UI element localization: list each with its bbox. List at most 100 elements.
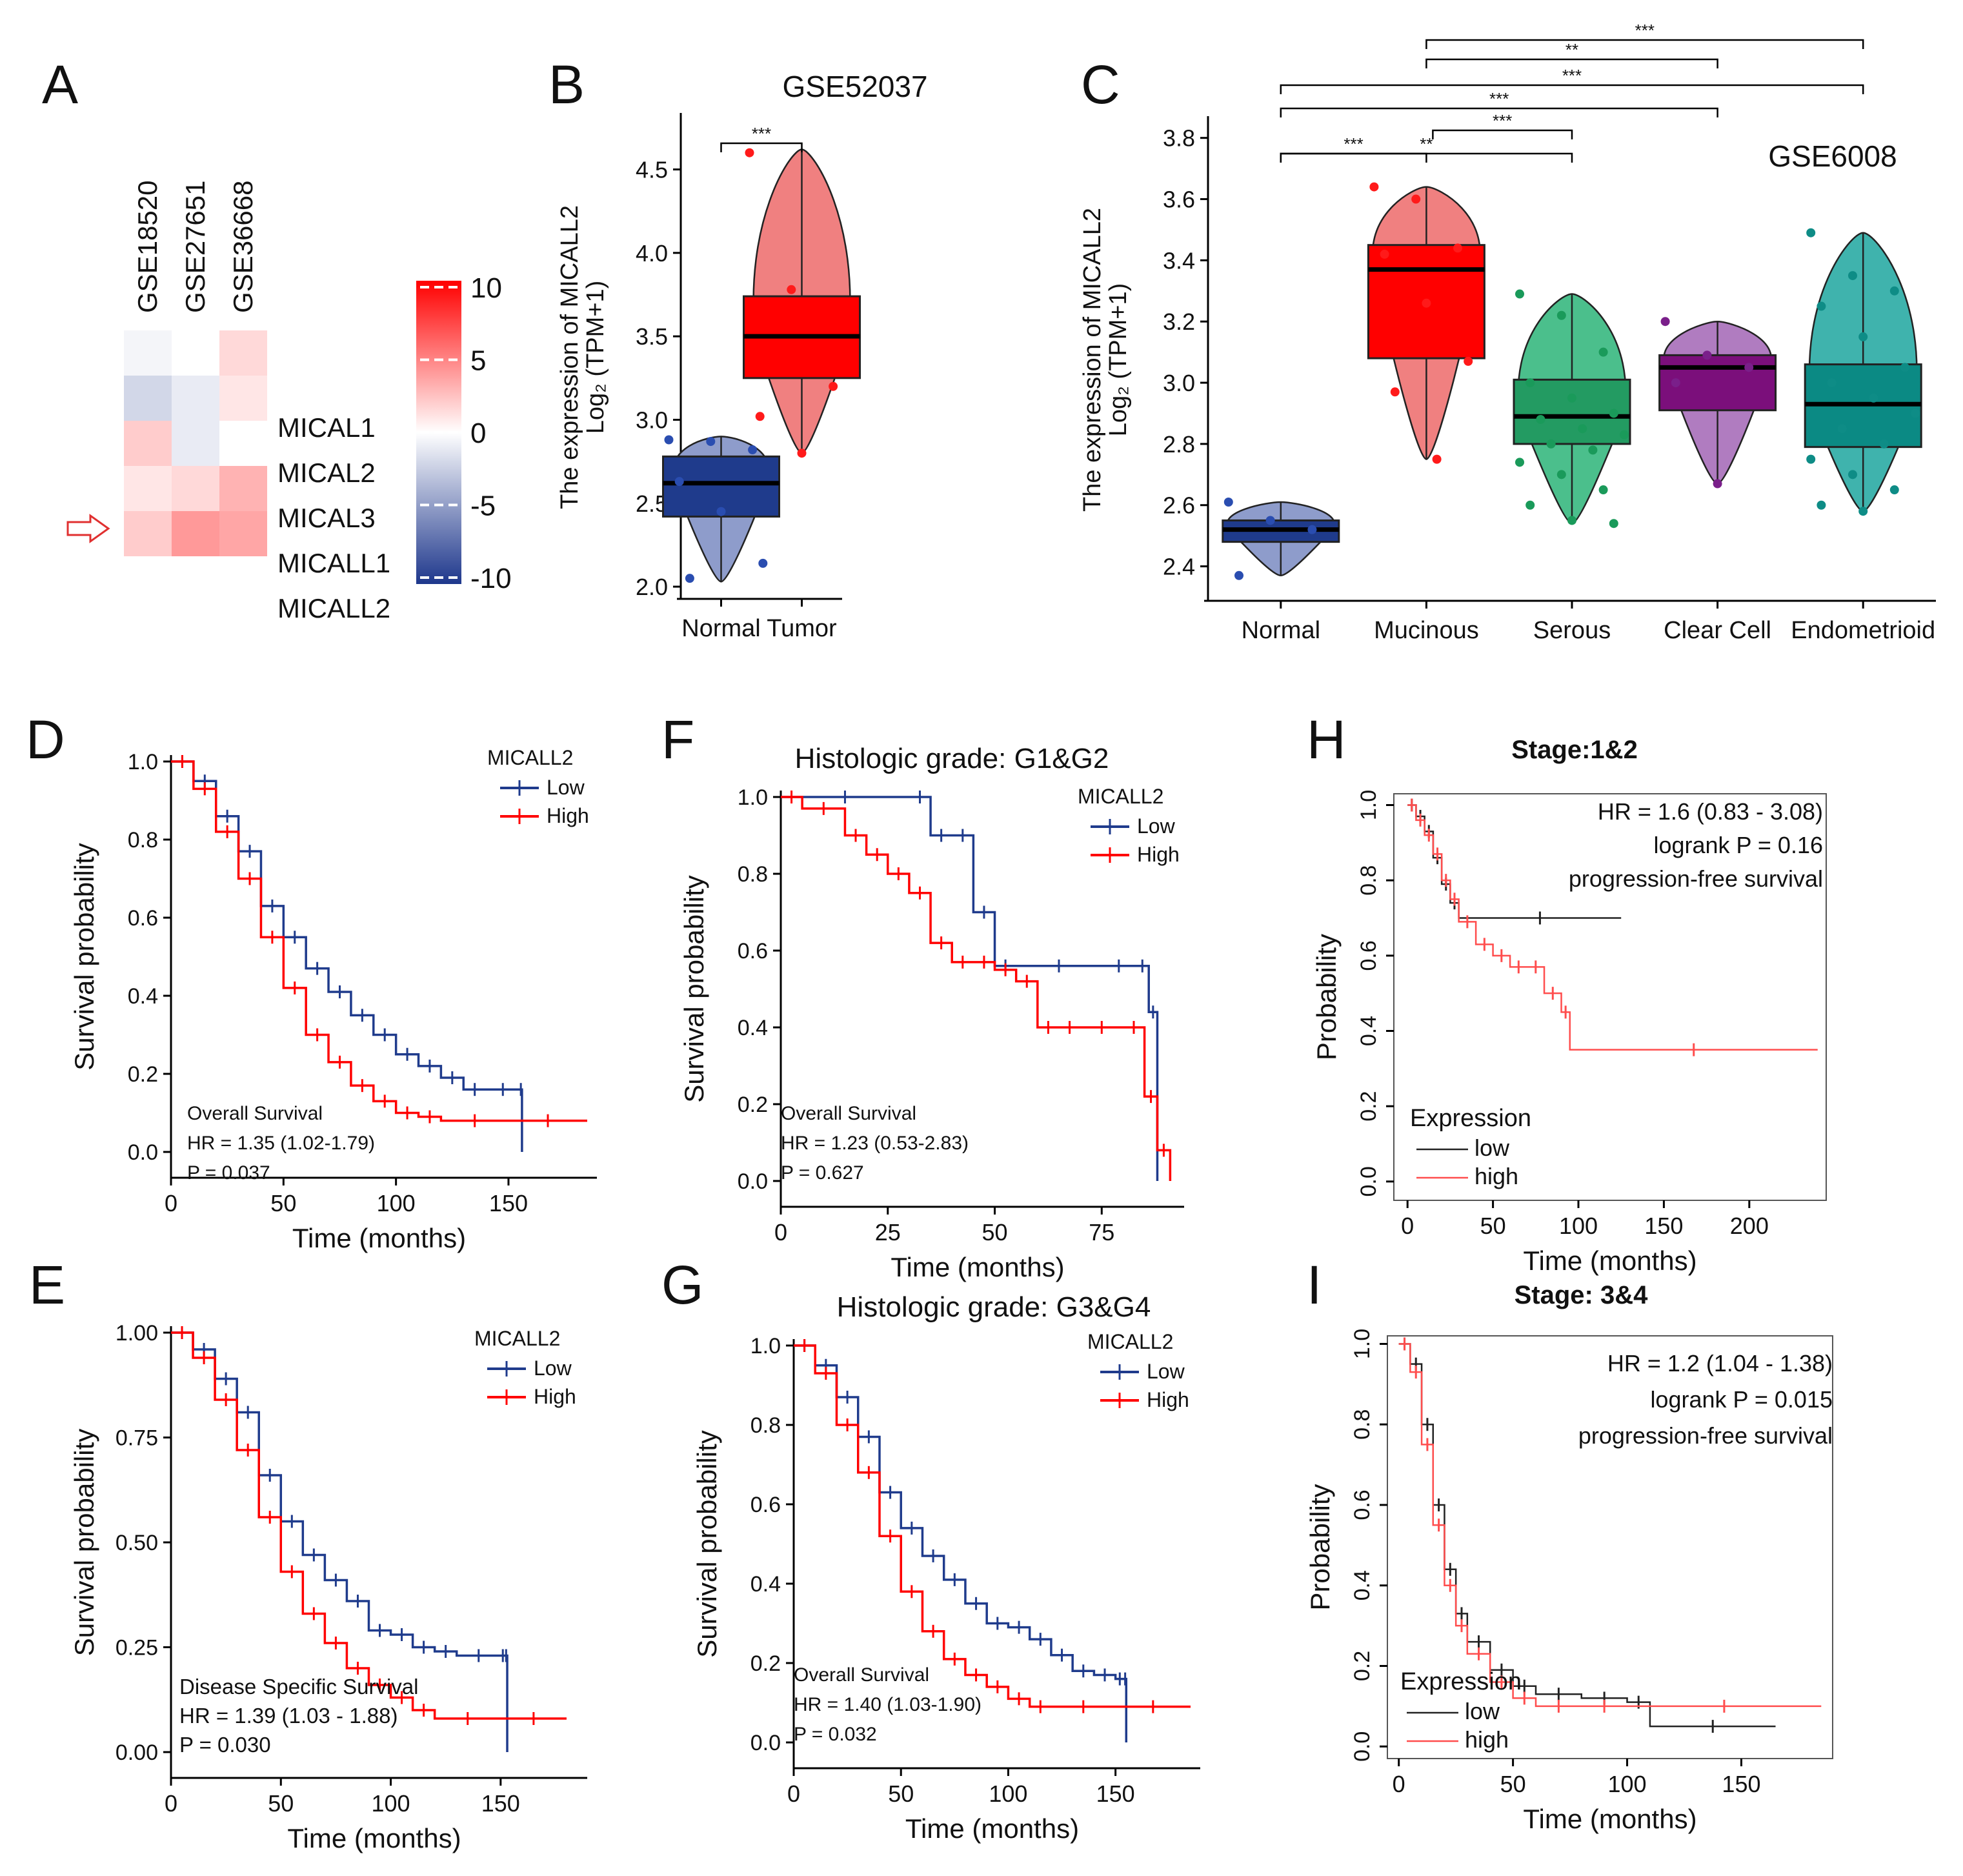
panel-letter-e: E <box>29 1255 65 1315</box>
x-tick-label: 0 <box>774 1219 787 1246</box>
legend-label: Low <box>547 776 585 799</box>
x-tick-label: 150 <box>1722 1771 1760 1797</box>
heatmap-row-label: MICALL2 <box>277 593 390 623</box>
annotation: progression-free survival <box>1578 1422 1833 1449</box>
data-point <box>1515 458 1524 467</box>
y-tick-label: 0.4 <box>1350 1570 1374 1600</box>
chart-title: Histologic grade: G3&G4 <box>837 1291 1151 1323</box>
data-point <box>1588 445 1598 455</box>
panel-letter-h: H <box>1307 709 1346 770</box>
data-point <box>787 285 796 294</box>
heatmap-row-label: MICAL3 <box>277 503 376 533</box>
x-tick-label: 150 <box>489 1190 528 1216</box>
x-tick-label: 100 <box>1607 1771 1646 1797</box>
y-tick-label: 0.25 <box>116 1636 158 1660</box>
data-point <box>748 445 758 455</box>
annotation: Disease Specific Survival <box>179 1675 418 1699</box>
data-point <box>1536 414 1545 424</box>
significance-bracket <box>1432 129 1573 139</box>
data-point <box>1702 350 1712 360</box>
heatmap-cell <box>219 511 267 556</box>
data-point <box>1525 378 1535 388</box>
panel-i-km-plot: 0.0 0.2 0.4 0.6 0.8 1.0 0 50 100 150 Time (months)… <box>1305 1281 1833 1834</box>
survival-curve-low <box>171 760 523 1152</box>
y-tick-label: 0.0 <box>1356 1166 1381 1196</box>
chart-title: Histologic grade: G1&G2 <box>795 743 1109 774</box>
data-point <box>1806 454 1816 464</box>
annotation: P = 0.030 <box>179 1733 271 1757</box>
heatmap-column-label: GSE18520 <box>132 181 163 314</box>
data-point <box>1411 194 1421 204</box>
heatmap-cell <box>124 466 172 511</box>
y-axis-label: Survival probability <box>692 1430 722 1658</box>
significance-label: *** <box>1562 66 1582 85</box>
y-tick-label: 1.0 <box>738 785 768 810</box>
y-tick-label: 3.0 <box>636 407 668 433</box>
annotation: logrank P = 0.015 <box>1650 1386 1833 1413</box>
y-tick-label: 0.8 <box>1356 865 1381 896</box>
significance-label: ** <box>1420 134 1433 154</box>
heatmap-cell <box>172 511 219 556</box>
data-point <box>1546 439 1556 449</box>
data-point <box>1432 454 1442 464</box>
x-tick-label: Mucinous <box>1374 617 1479 644</box>
y-axis-label: Survival probability <box>679 875 709 1103</box>
survival-curve-high <box>781 796 1172 1181</box>
y-tick-label: 0.2 <box>1356 1091 1381 1122</box>
chart-title: GSE52037 <box>782 70 927 103</box>
y-tick-label: 0.4 <box>128 984 158 1009</box>
panel-h-km-plot: 0.0 0.2 0.4 0.6 0.8 1.0 0 50 100 150 200 Time (mont… <box>1311 736 1827 1276</box>
data-point <box>664 435 674 445</box>
y-tick-label: 1.0 <box>750 1334 781 1358</box>
colorbar-tick-label: -5 <box>470 490 496 522</box>
data-point <box>1713 479 1722 489</box>
y-tick-label: 3.6 <box>1163 187 1195 213</box>
x-tick-label: Endometrioid <box>1791 617 1935 644</box>
data-point <box>1806 228 1816 237</box>
data-point <box>1525 500 1535 510</box>
significance-bracket <box>720 142 803 152</box>
heatmap-row-label: MICAL2 <box>277 458 376 488</box>
colorbar-tick-label: 0 <box>470 418 486 449</box>
annotation: P = 0.037 <box>187 1162 270 1184</box>
x-tick-label: 0 <box>787 1780 800 1807</box>
data-point <box>1369 182 1379 192</box>
x-tick-label: 100 <box>377 1190 416 1216</box>
data-point <box>1837 424 1847 434</box>
data-point <box>1889 485 1899 495</box>
y-tick-label: 0.00 <box>116 1740 158 1765</box>
y-axis-label: Log₂ (TPM+1) <box>1105 283 1132 437</box>
data-point <box>1390 387 1400 397</box>
x-tick-label: 0 <box>165 1190 177 1216</box>
x-tick-label: 150 <box>1644 1213 1683 1239</box>
chart-title: GSE6008 <box>1768 139 1897 173</box>
data-point <box>1620 430 1629 439</box>
heatmap-cell <box>172 376 219 421</box>
panel-letter-d: D <box>26 709 65 770</box>
y-tick-label: 4.0 <box>636 240 668 267</box>
heatmap-row-label: MICAL1 <box>277 412 376 443</box>
y-tick-label: 0.6 <box>1350 1489 1374 1520</box>
heatmap-row-label: MICALL1 <box>277 548 390 578</box>
significance-label: *** <box>752 124 771 143</box>
heatmap-cell <box>124 511 172 556</box>
heatmap-column-label: GSE36668 <box>228 181 258 314</box>
data-point <box>797 449 807 458</box>
annotation: HR = 1.23 (0.53-2.83) <box>781 1133 969 1154</box>
y-axis-label: Log₂ (TPM+1) <box>582 281 609 434</box>
colorbar-tick-label: 10 <box>470 272 502 304</box>
data-point <box>1578 424 1587 434</box>
x-axis-label: Time (months) <box>905 1813 1079 1844</box>
y-tick-label: 0.2 <box>128 1062 158 1087</box>
data-point <box>1858 332 1868 341</box>
x-tick-label: 50 <box>1500 1771 1526 1797</box>
y-axis-label: The expression of MICALL2 <box>1079 208 1106 512</box>
x-axis-label: Time (months) <box>292 1223 466 1253</box>
legend-label: Low <box>1147 1360 1185 1383</box>
legend-title: MICALL2 <box>1078 785 1163 808</box>
data-point <box>674 477 684 487</box>
panel-d-km-plot: 0.0 0.2 0.4 0.6 0.8 1.0 0 50 100 150 Time (months)… <box>69 746 597 1253</box>
legend-label: Low <box>1137 814 1176 838</box>
plot-frame <box>1387 1335 1833 1759</box>
